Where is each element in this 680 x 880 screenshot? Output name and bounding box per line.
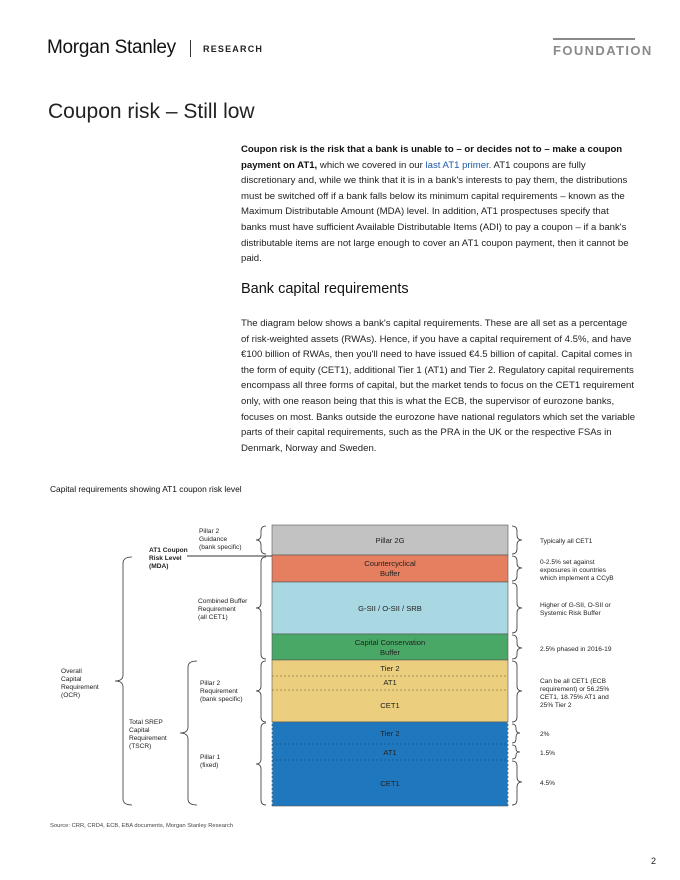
pillar-2-guidance-label-2: Guidance: [199, 536, 228, 543]
p1-at1-label: AT1: [383, 748, 396, 757]
intro-bold-lead: Coupon risk is the risk that a bank is u…: [241, 144, 623, 171]
ocr-label-3: Requirement: [61, 684, 99, 691]
tscr-label-1: Total SREP: [129, 719, 163, 726]
pillar-2-requirement-note-3: CET1, 18.75% AT1 and: [540, 694, 609, 701]
ccyb-note-2: exposures in countries: [540, 567, 607, 574]
intro-paragraph: Coupon risk is the risk that a bank is u…: [241, 142, 636, 267]
gsii-label: G-SII / O-SII / SRB: [358, 604, 422, 613]
pillar-2g-note: Typically all CET1: [540, 538, 593, 545]
pillar-2-requirement-note-1: Can be all CET1 (ECB: [540, 678, 607, 685]
p2-cet1-label: CET1: [380, 701, 399, 710]
pillar-1-label-1: Pillar 1: [200, 754, 220, 761]
pillar-1-label-2: (fixed): [200, 762, 218, 769]
pillar-2-requirement-label-1: Pillar 2: [200, 680, 220, 687]
body-paragraph: The diagram below shows a bank's capital…: [241, 318, 636, 454]
pillar-2-requirement-note-4: 25% Tier 2: [540, 702, 572, 709]
pillar-1-at1-note: 1.5%: [540, 750, 555, 757]
pillar-2g-label: Pillar 2G: [375, 536, 404, 545]
section-heading: Bank capital requirements: [241, 281, 409, 297]
ccb-label-2: Buffer: [380, 648, 401, 657]
at1-primer-link[interactable]: last AT1 primer.: [425, 159, 492, 171]
pillar-2-guidance-label-3: (bank specific): [199, 544, 242, 551]
ccb-note: 2.5% phased in 2016-19: [540, 646, 612, 653]
ccyb-note-3: which implement a CCyB: [539, 575, 614, 582]
series-rule: [553, 38, 635, 40]
pillar-2g-block: [271, 524, 509, 556]
page-number: 2: [651, 856, 657, 866]
combined-buffer-label-3: (all CET1): [198, 614, 228, 621]
pillar-1-block: [271, 721, 509, 807]
gsii-note-1: Higher of G-SII, O-SII or: [540, 602, 612, 609]
p1-cet1-label: CET1: [380, 779, 399, 788]
pillar-2-requirement-block: [271, 659, 509, 723]
morgan-stanley-logo: Morgan Stanley: [47, 37, 176, 58]
pillar-2-guidance-label-1: Pillar 2: [199, 528, 219, 535]
intro-text-pre-link: which we covered in our: [317, 159, 426, 171]
capital-requirements-diagram: Pillar 2G Countercyclical Buffer G-SII /…: [61, 524, 614, 807]
pillar-1-tier2-note: 2%: [540, 731, 550, 738]
mda-label-3: (MDA): [149, 563, 168, 570]
intro-text-post-link: AT1 coupons are fully discretionary and,…: [241, 159, 629, 265]
gsii-osii-srb-block: [271, 581, 509, 635]
p2-tier2-label: Tier 2: [380, 664, 399, 673]
section-label: RESEARCH: [203, 44, 264, 54]
mda-label-1: AT1 Coupon: [149, 547, 188, 554]
p2-at1-label: AT1: [383, 678, 396, 687]
pillar-2-requirement-note-2: requirement) or 56.25%: [540, 686, 609, 693]
pillar-2-requirement-label-2: Requirement: [200, 688, 238, 695]
combined-buffer-label-1: Combined Buffer: [198, 598, 248, 605]
tscr-label-2: Capital: [129, 727, 150, 734]
combined-buffer-label-2: Requirement: [198, 606, 236, 613]
page-title: Coupon risk – Still low: [48, 100, 255, 123]
series-label: FOUNDATION: [553, 43, 653, 58]
header-divider: [190, 40, 191, 57]
ccyb-label-2: Buffer: [380, 569, 401, 578]
pillar-1-cet1-note: 4.5%: [540, 780, 555, 787]
pillar-2-requirement-label-3: (bank specific): [200, 696, 243, 703]
tscr-label-3: Requirement: [129, 735, 167, 742]
figure-caption: Capital requirements showing AT1 coupon …: [50, 484, 242, 494]
mda-label-2: Risk Level: [149, 555, 182, 562]
ccyb-label-1: Countercyclical: [364, 559, 416, 568]
ocr-label-4: (OCR): [61, 692, 80, 699]
countercyclical-buffer-block: [271, 554, 509, 583]
capital-conservation-buffer-block: [271, 633, 509, 661]
ccyb-note-1: 0-2.5% set against: [540, 559, 595, 566]
ocr-label-2: Capital: [61, 676, 82, 683]
tscr-label-4: (TSCR): [129, 743, 151, 750]
ccb-label-1: Capital Conservation: [355, 638, 426, 647]
p1-tier2-label: Tier 2: [380, 729, 399, 738]
figure-source: Source: CRR, CRD4, ECB, EBA documents, M…: [50, 823, 234, 829]
gsii-note-2: Systemic Risk Buffer: [540, 610, 602, 617]
ocr-label-1: Overall: [61, 668, 82, 675]
